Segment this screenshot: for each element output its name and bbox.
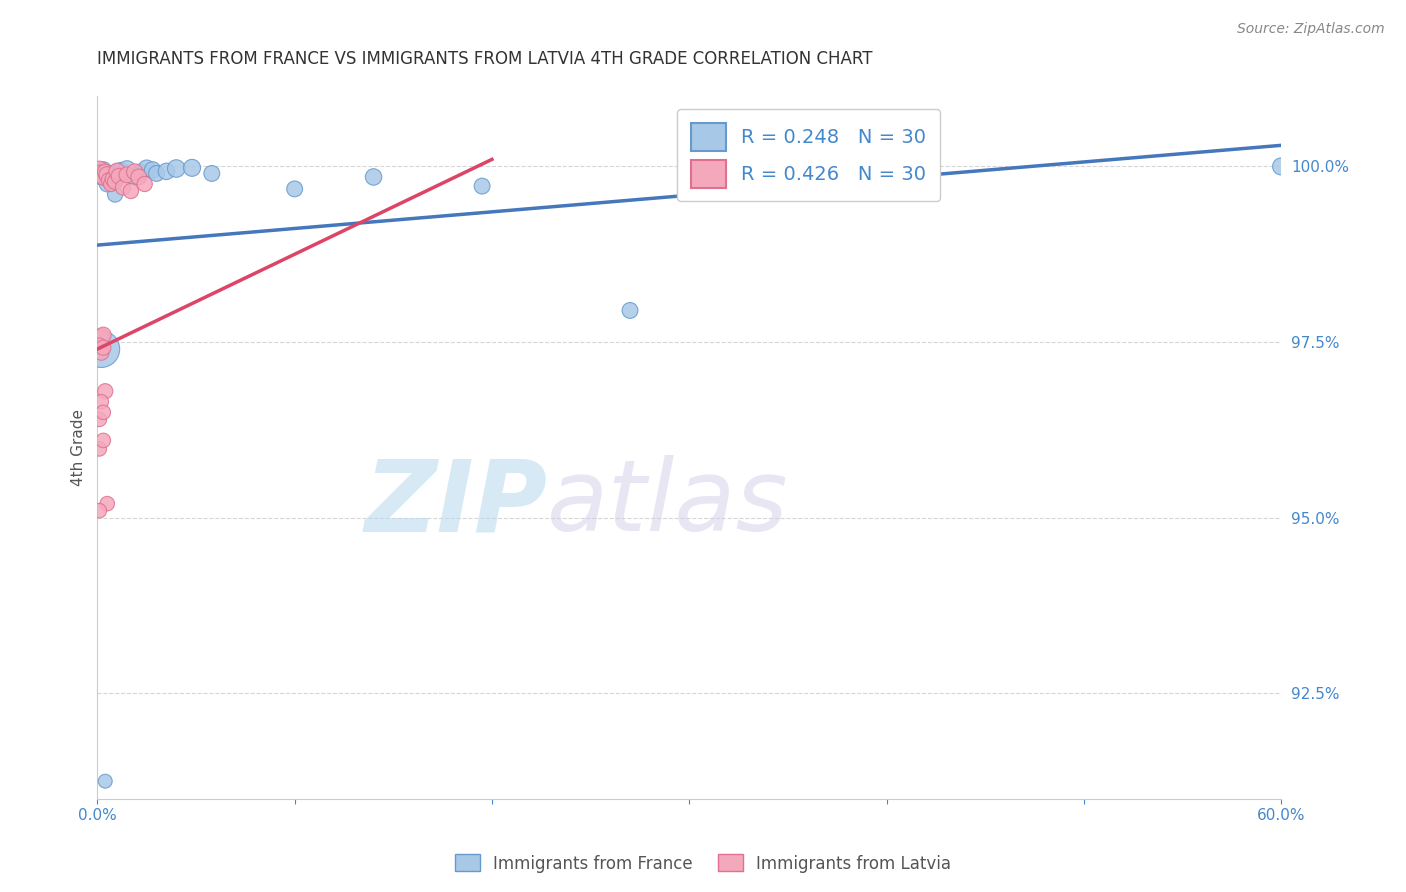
Point	[124, 165, 146, 179]
Point	[165, 161, 187, 176]
Point	[94, 165, 117, 179]
Point	[91, 341, 114, 355]
Point	[96, 177, 118, 191]
Point	[91, 328, 114, 343]
Point	[108, 169, 131, 184]
Point	[155, 164, 177, 178]
Point	[98, 172, 121, 186]
Point	[110, 163, 132, 178]
Point	[835, 161, 858, 175]
Point	[91, 405, 114, 419]
Point	[101, 175, 124, 189]
Point	[96, 168, 118, 182]
Point	[90, 169, 112, 184]
Point	[105, 164, 128, 178]
Text: ZIP: ZIP	[364, 455, 547, 552]
Point	[89, 504, 111, 518]
Point	[115, 162, 138, 177]
Point	[896, 161, 918, 175]
Point	[105, 165, 128, 179]
Point	[94, 774, 117, 789]
Point	[100, 166, 122, 180]
Point	[101, 172, 124, 186]
Point	[145, 166, 167, 180]
Point	[120, 184, 142, 198]
Point	[115, 168, 138, 182]
Text: Source: ZipAtlas.com: Source: ZipAtlas.com	[1237, 22, 1385, 37]
Legend: R = 0.248   N = 30, R = 0.426   N = 30: R = 0.248 N = 30, R = 0.426 N = 30	[678, 110, 941, 202]
Point	[201, 166, 224, 180]
Point	[89, 163, 111, 178]
Point	[91, 163, 114, 178]
Point	[89, 412, 111, 426]
Point	[104, 187, 127, 202]
Point	[96, 497, 118, 511]
Point	[363, 169, 385, 184]
Point	[1270, 160, 1292, 174]
Point	[121, 169, 143, 184]
Point	[619, 303, 641, 318]
Point	[94, 168, 117, 182]
Point	[90, 166, 112, 180]
Point	[90, 329, 112, 343]
Point	[104, 175, 127, 189]
Y-axis label: 4th Grade: 4th Grade	[72, 409, 86, 486]
Point	[135, 161, 157, 176]
Text: IMMIGRANTS FROM FRANCE VS IMMIGRANTS FROM LATVIA 4TH GRADE CORRELATION CHART: IMMIGRANTS FROM FRANCE VS IMMIGRANTS FRO…	[97, 50, 873, 68]
Point	[89, 338, 111, 352]
Point	[89, 442, 111, 456]
Point	[471, 179, 494, 194]
Point	[98, 173, 121, 187]
Point	[181, 161, 204, 175]
Point	[90, 394, 112, 409]
Point	[134, 177, 156, 191]
Point	[91, 434, 114, 448]
Point	[128, 169, 150, 184]
Point	[91, 169, 114, 184]
Point	[100, 177, 122, 191]
Legend: Immigrants from France, Immigrants from Latvia: Immigrants from France, Immigrants from …	[449, 847, 957, 880]
Point	[90, 345, 112, 359]
Point	[129, 165, 152, 179]
Point	[90, 342, 112, 356]
Point	[111, 180, 134, 194]
Point	[89, 166, 111, 180]
Point	[94, 384, 117, 399]
Point	[142, 163, 165, 178]
Point	[284, 182, 307, 196]
Text: atlas: atlas	[547, 455, 789, 552]
